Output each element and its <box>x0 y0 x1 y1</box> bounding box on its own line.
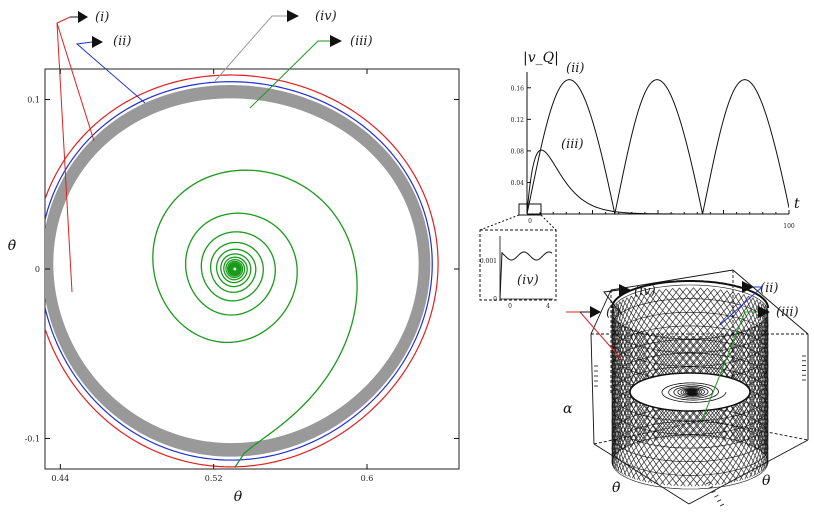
callout-ii: (ii) <box>75 34 146 104</box>
inset-y-tick-zero: 0 <box>493 296 497 303</box>
phase-portrait-ticks: 0.44 0.52 0.6 0.1 0 -0.1 <box>25 69 459 483</box>
phase-x-tick-label: 0.6 <box>361 474 374 483</box>
callout-i-arrowhead <box>78 11 88 23</box>
phase-y-tick-label: 0 <box>35 265 40 274</box>
inset-frame <box>479 229 557 301</box>
callout-ii-label: (ii) <box>113 34 131 49</box>
callout-ii-leader <box>75 41 146 104</box>
speed-series-iii <box>527 149 789 214</box>
speed-x-tick-label: 0 <box>528 218 532 225</box>
callout-3d-iv: (iv) <box>603 284 656 316</box>
attractor-inner-spiral <box>661 382 727 403</box>
box-tick-bottom <box>714 494 719 498</box>
speed-plot-area <box>527 79 789 214</box>
inset-y-tick: 0.001 <box>480 258 497 265</box>
phase-y-axis-label: θ̇ <box>8 238 17 254</box>
series-i-orbit <box>45 74 439 468</box>
phase-y-tick-label: -0.1 <box>25 434 40 443</box>
callout-3d-iii-label: (iii) <box>776 305 799 320</box>
callout-iv-arrowhead <box>287 10 299 22</box>
axis-thetadot-label: θ̇ <box>612 480 621 496</box>
speed-ticks: 0.04 0.08 0.12 0.16 0 100 <box>511 85 795 230</box>
callout-3d-ii-arrowhead <box>742 281 754 293</box>
box-tick-bottom <box>711 490 716 494</box>
attractor-3d-panel: α θ̇ θ (i) (iv) (ii) (iii) <box>563 269 809 507</box>
box-tick-bottom <box>719 503 725 507</box>
callout-iv: (iv) <box>214 9 337 82</box>
callout-iii: (iii) <box>249 34 373 109</box>
phase-x-tick-label: 0.52 <box>205 474 223 483</box>
inset-label: (iv) <box>517 273 539 288</box>
phase-portrait-panel: 0.44 0.52 0.6 0.1 0 -0.1 θ θ̇ (i) (ii) (iv) (… <box>8 9 460 505</box>
phase-x-tick-label: 0.44 <box>51 474 69 483</box>
speed-series-ii <box>527 79 789 214</box>
callout-3d-i-arrowhead <box>590 306 601 318</box>
box-tick-bottom <box>717 499 722 502</box>
phase-y-tick-label: 0.1 <box>27 96 40 105</box>
callout-iv-label: (iv) <box>315 9 337 24</box>
callout-iv-leader <box>214 15 287 82</box>
callout-iii-leader <box>249 40 330 109</box>
callout-3d-iv-arrowhead <box>619 284 631 296</box>
inset-series-iv <box>499 251 553 300</box>
axis-theta-label: θ <box>762 473 771 489</box>
callout-iii-label: (iii) <box>350 34 373 49</box>
callout-i: (i) <box>56 10 109 293</box>
speed-y-tick-label: 0.08 <box>511 148 525 155</box>
speed-label-ii: (ii) <box>566 61 584 76</box>
box-tick-bottom <box>708 486 713 489</box>
speed-y-tick-label: 0.12 <box>511 117 525 124</box>
speed-x-axis-label: t <box>794 196 800 212</box>
callout-i-label: (i) <box>95 10 109 25</box>
zoom-connector-right <box>540 214 557 231</box>
speed-y-tick-label: 0.16 <box>511 85 525 92</box>
callout-iii-arrowhead <box>330 35 342 47</box>
box-ticks <box>594 355 806 507</box>
attractor-rings <box>611 284 769 490</box>
phase-x-axis-label: θ <box>234 489 243 505</box>
phase-portrait-plot-area <box>45 74 439 469</box>
inset-x-tick-4: 4 <box>546 303 550 310</box>
inset-x-tick-0: 0 <box>508 303 512 310</box>
callout-3d-ii-label: (ii) <box>760 281 778 296</box>
callout-i-leader-b <box>56 22 73 293</box>
zoom-region-box <box>518 203 542 216</box>
attractor-trajectory <box>611 280 769 490</box>
series-iii-spiral <box>152 169 358 469</box>
zoom-connector-left <box>479 214 520 231</box>
speed-y-axis-label: |v_Q| <box>523 50 559 66</box>
speed-label-iii: (iii) <box>561 137 584 152</box>
attractor-top-rim <box>611 280 769 308</box>
callout-3d-iii-arrowhead <box>758 306 770 318</box>
callout-3d-i-label: (i) <box>606 305 620 320</box>
axis-alpha-label: α <box>563 401 573 417</box>
inset-plot-area <box>499 251 553 300</box>
box-tick-bottom <box>705 481 711 485</box>
speed-y-tick-label: 0.04 <box>511 180 525 187</box>
callout-ii-arrowhead <box>92 36 103 48</box>
callout-3d-iv-label: (iv) <box>634 284 656 299</box>
series-ii-orbit <box>45 81 433 461</box>
speed-x-tick-label: 100 <box>783 223 795 230</box>
callout-3d-ii: (ii) <box>719 281 778 326</box>
callout-3d-iii: (iii) <box>701 305 799 421</box>
